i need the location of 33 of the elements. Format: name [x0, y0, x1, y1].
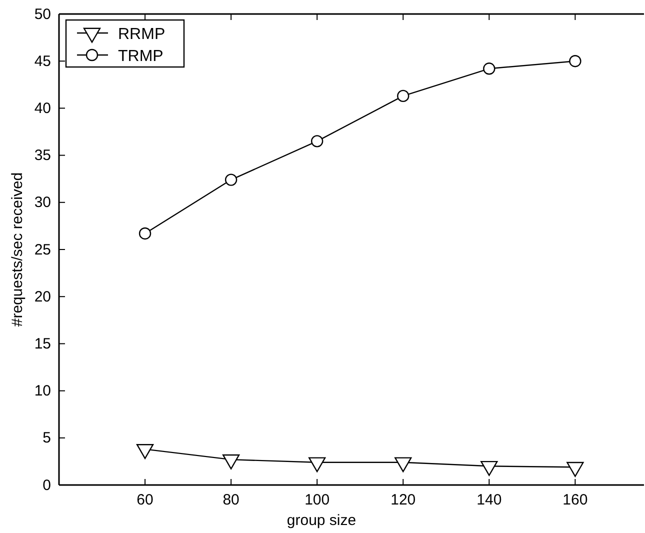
point	[136, 444, 154, 460]
point	[566, 462, 584, 477]
point	[483, 62, 496, 75]
y-tick-label: 40	[34, 100, 51, 117]
legend-label: RRMP	[118, 26, 166, 43]
point	[222, 454, 240, 470]
point	[224, 174, 238, 186]
point	[397, 90, 410, 102]
y-tick-label: 15	[34, 336, 51, 352]
x-axis-title: group size	[286, 512, 356, 529]
y-tick-label: 20	[34, 288, 51, 306]
x-tick-label: 140	[476, 492, 502, 509]
point	[310, 135, 324, 148]
point	[480, 460, 498, 476]
x-tick-label: 100	[304, 492, 330, 509]
x-tick-label: 160	[562, 492, 588, 509]
y-axis-title: #requests/sec received	[9, 172, 26, 327]
point	[138, 227, 152, 240]
y-tick-label: 35	[34, 147, 51, 164]
x-tick-label: 120	[390, 492, 416, 509]
x-tick-label: 60	[136, 492, 154, 509]
legend-label: TRMP	[118, 48, 164, 65]
y-tick-label: 5	[42, 430, 51, 447]
y-tick-label: 25	[34, 241, 51, 258]
y-tick-label: 30	[34, 194, 51, 212]
x-tick-label: 80	[222, 492, 240, 509]
y-tick-label: 10	[34, 382, 51, 400]
point	[308, 457, 326, 472]
point	[569, 55, 582, 68]
y-tick-label: 0	[42, 476, 51, 494]
y-tick-label: 50	[34, 6, 51, 23]
y-tick-label: 45	[34, 52, 51, 70]
point	[394, 457, 412, 472]
